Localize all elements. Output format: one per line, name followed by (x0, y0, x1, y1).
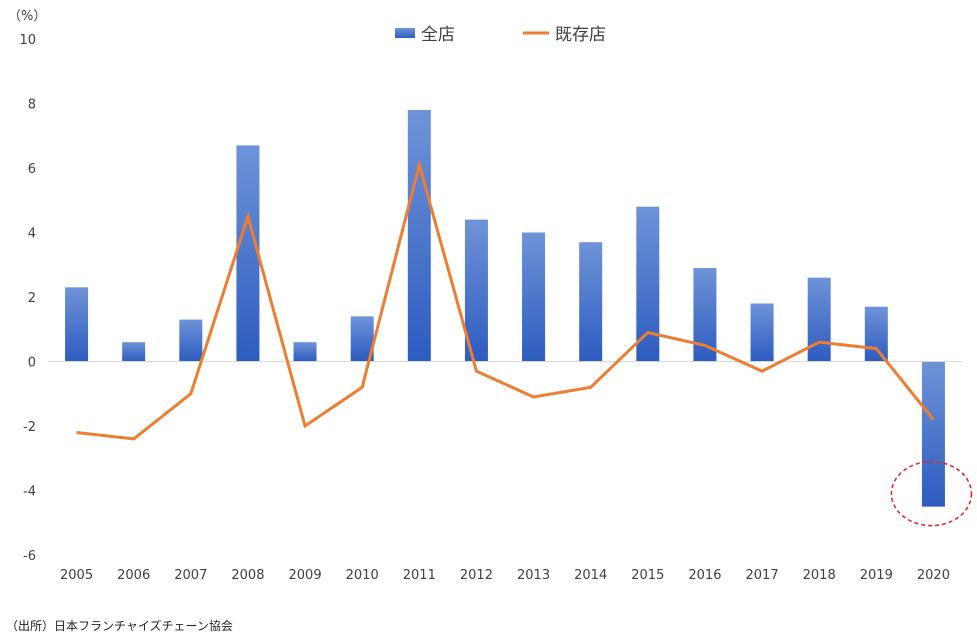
bar (407, 109, 431, 362)
bar (693, 267, 717, 362)
x-tick-labels: 2005 2006 2007 2008 2009 2010 2011 2012 2013 2014… (60, 568, 950, 583)
x-tick-label: 2007 (174, 568, 207, 583)
bar (179, 319, 203, 362)
bar (750, 303, 774, 362)
bar (522, 232, 546, 362)
bar (236, 145, 260, 362)
bar (464, 219, 488, 362)
x-tick-label: 2017 (746, 568, 779, 583)
x-tick-label: 2014 (574, 568, 607, 583)
annotation-dashed-circle (890, 460, 973, 527)
bar (65, 287, 89, 362)
y-tick-label: -6 (23, 549, 36, 564)
line-series (76, 158, 935, 441)
bar (864, 306, 888, 362)
bar (122, 342, 146, 362)
y-tick-label: 8 (28, 98, 36, 113)
y-tick-label: -4 (23, 485, 36, 500)
bar (579, 242, 603, 362)
x-tick-label: 2008 (231, 568, 264, 583)
bar (293, 342, 317, 362)
x-tick-label: 2006 (117, 568, 150, 583)
y-tick-label: 10 (19, 33, 36, 48)
bar-series (65, 109, 945, 507)
x-tick-label: 2013 (517, 568, 550, 583)
y-tick-label: 0 (28, 356, 36, 371)
x-tick-label: 2005 (60, 568, 93, 583)
source-note: （出所）日本フランチャイズチェーン協会 (6, 618, 233, 633)
x-tick-label: 2019 (860, 568, 893, 583)
legend-bar-label: 全店 (421, 25, 455, 45)
legend-bar-swatch (395, 28, 415, 38)
y-tick-labels: 10 8 6 4 2 0 -2 -4 -6 (19, 33, 36, 564)
y-tick-label: 4 (28, 227, 36, 242)
x-tick-label: 2020 (917, 568, 950, 583)
y-tick-label: 2 (28, 291, 36, 306)
x-tick-label: 2011 (403, 568, 436, 583)
bar (807, 277, 831, 362)
legend: 全店 既存店 (395, 25, 606, 45)
x-tick-label: 2016 (688, 568, 721, 583)
y-unit-label: （%） (8, 9, 46, 24)
bar (921, 361, 945, 507)
x-tick-label: 2010 (346, 568, 379, 583)
y-tick-label: -2 (23, 420, 36, 435)
x-tick-label: 2012 (460, 568, 493, 583)
y-tick-label: 6 (28, 162, 36, 177)
bar (636, 206, 660, 362)
legend-line-label: 既存店 (555, 25, 606, 45)
bar (350, 316, 374, 362)
x-tick-label: 2018 (803, 568, 836, 583)
x-tick-label: 2009 (289, 568, 322, 583)
x-tick-label: 2015 (631, 568, 664, 583)
